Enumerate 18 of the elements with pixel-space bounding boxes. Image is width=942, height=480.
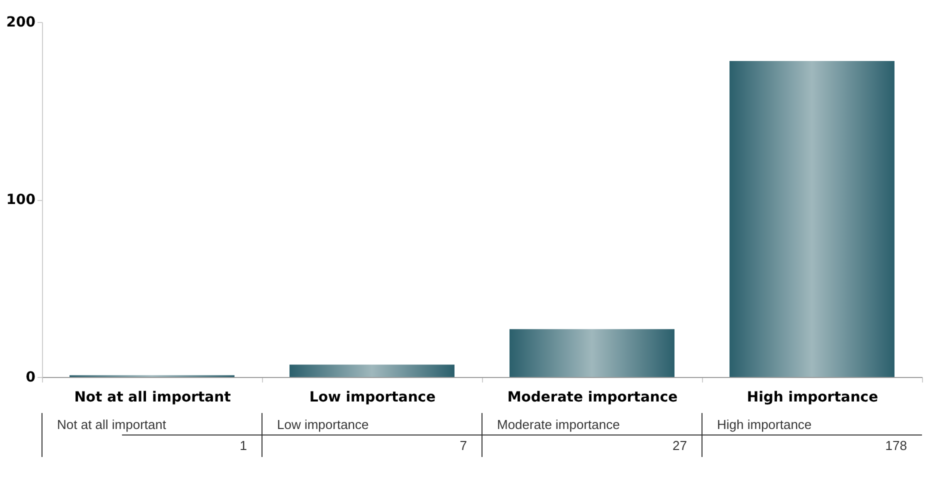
- y-tick-label: 200: [6, 14, 36, 30]
- bar: [290, 364, 454, 377]
- bar: [510, 329, 674, 377]
- data-label: 1: [240, 438, 247, 453]
- category-label: Not at all important: [57, 417, 166, 432]
- data-label: 7: [460, 438, 467, 453]
- bar: [730, 61, 894, 377]
- y-tick-label: 0: [26, 370, 36, 386]
- x-tick-label: Not at all important: [74, 390, 232, 406]
- data-label: 27: [672, 438, 687, 453]
- x-tick-label: Low importance: [309, 390, 436, 406]
- x-tick-label: High importance: [746, 390, 878, 406]
- category-label: Moderate importance: [497, 417, 620, 432]
- category-label: Low importance: [277, 417, 369, 432]
- y-tick-label: 100: [6, 192, 36, 208]
- x-tick-label: Moderate importance: [507, 390, 678, 406]
- data-label: 178: [885, 438, 907, 453]
- category-label: High importance: [717, 417, 812, 432]
